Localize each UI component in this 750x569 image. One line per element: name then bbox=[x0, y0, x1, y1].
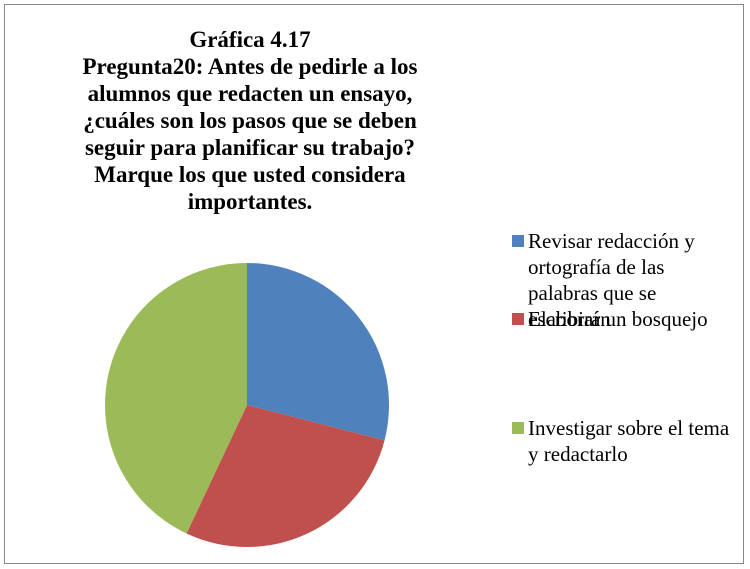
legend-item: Investigar sobre el tema y redactarlo bbox=[512, 415, 732, 467]
pie-slice bbox=[247, 263, 389, 441]
legend-label: Investigar sobre el tema y redactarlo bbox=[528, 416, 730, 466]
legend-swatch bbox=[512, 313, 524, 325]
legend-swatch bbox=[512, 235, 524, 247]
legend-item: Revisar redacción y ortografía de las pa… bbox=[512, 228, 732, 332]
chart-frame bbox=[4, 4, 744, 564]
title-line: Gráfica 4.17 bbox=[189, 27, 311, 52]
title-line: Pregunta20: Antes de pedirle a los alumn… bbox=[82, 54, 418, 214]
legend-item: Elaborar un bosquejo bbox=[512, 306, 732, 332]
chart-title: Gráfica 4.17 Pregunta20: Antes de pedirle… bbox=[60, 26, 440, 215]
legend-label: Revisar redacción y ortografía de las pa… bbox=[528, 229, 695, 331]
legend-label: Elaborar un bosquejo bbox=[528, 307, 708, 331]
pie-slice bbox=[105, 263, 248, 534]
legend-swatch bbox=[512, 422, 524, 434]
pie-slice bbox=[186, 405, 385, 547]
